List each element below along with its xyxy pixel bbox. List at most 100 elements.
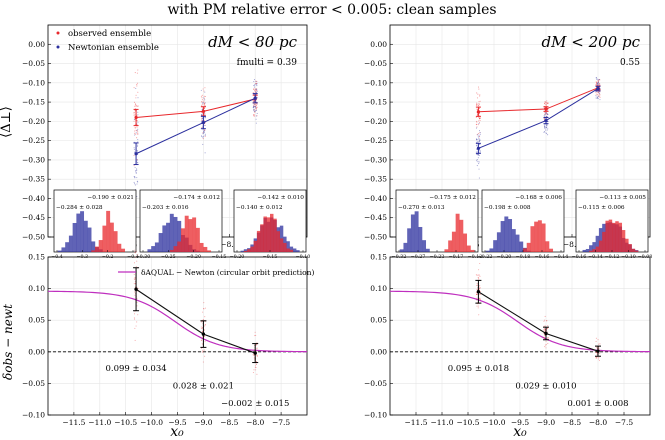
- ensemble-point: [133, 278, 136, 280]
- histogram-bar: [399, 249, 404, 252]
- ensemble-point: [543, 131, 545, 133]
- ensemble-point: [201, 339, 203, 341]
- ensemble-point: [543, 328, 545, 330]
- ensemble-point: [256, 355, 258, 358]
- ensemble-point: [477, 276, 479, 278]
- ensemble-point: [134, 170, 137, 172]
- ensemble-point: [544, 346, 546, 348]
- ensemble-point: [595, 77, 597, 79]
- ensemble-point: [134, 118, 136, 120]
- ensemble-point: [204, 321, 206, 323]
- ensemble-point: [201, 104, 203, 106]
- ensemble-point: [137, 114, 139, 116]
- ensemble-point: [134, 114, 136, 116]
- ensemble-point: [599, 79, 601, 81]
- ensemble-point: [134, 134, 136, 136]
- ensemble-point: [202, 88, 204, 90]
- ensemble-point: [545, 101, 547, 103]
- ensemble-point: [202, 132, 204, 134]
- ensemble-point: [478, 88, 480, 90]
- ensemble-point: [136, 83, 138, 86]
- ensemble-point: [136, 151, 138, 153]
- data-point: [134, 152, 138, 156]
- y-tick-label: −0.10: [364, 78, 387, 87]
- ensemble-point: [201, 127, 203, 129]
- ensemble-point: [203, 100, 205, 102]
- x-tick-label: −10.0: [483, 418, 506, 427]
- ensemble-point: [133, 291, 136, 293]
- y-tick-label: 0.15: [28, 253, 45, 262]
- x-axis-label-left: x₀: [170, 424, 184, 440]
- ensemble-point: [595, 91, 597, 93]
- ensemble-point: [133, 111, 135, 114]
- ensemble-point: [545, 112, 548, 114]
- ensemble-point: [256, 90, 258, 92]
- histogram-bar: [184, 215, 189, 252]
- ensemble-point: [133, 283, 135, 285]
- panel-top-left: −11.5−11.0−10.5−10.0−9.5−9.0−8.5−8.0−7.5…: [22, 24, 310, 260]
- ensemble-point: [201, 97, 203, 99]
- ensemble-point: [596, 96, 598, 98]
- ensemble-point: [137, 82, 139, 84]
- ensemble-point: [133, 273, 135, 276]
- histogram-bar: [121, 248, 126, 252]
- histogram-bar: [493, 240, 498, 252]
- ensemble-point: [547, 338, 549, 340]
- ensemble-point: [255, 82, 257, 84]
- ensemble-point: [596, 97, 598, 99]
- histogram-inset: −0.190 ± 0.021−0.284 ± 0.028−0.4 −0.3 −0.2…: [51, 189, 139, 260]
- ensemble-point: [253, 79, 255, 81]
- ensemble-point: [477, 93, 479, 95]
- ensemble-point: [477, 135, 479, 137]
- histogram-bar: [585, 248, 590, 252]
- histogram-bar: [181, 228, 185, 252]
- series-line-newtonian: [135, 97, 256, 155]
- ensemble-point: [256, 97, 258, 99]
- ensemble-point: [545, 111, 547, 113]
- ensemble-point: [599, 99, 601, 101]
- ensemble-point: [204, 95, 206, 98]
- histogram-bar: [496, 232, 501, 252]
- histogram-bar: [243, 249, 248, 252]
- ensemble-point: [546, 113, 548, 115]
- ensemble-point: [204, 99, 206, 101]
- ensemble-point: [479, 139, 481, 141]
- histogram-bar: [582, 249, 587, 252]
- ensemble-point: [546, 113, 548, 115]
- ensemble-point: [477, 305, 479, 307]
- x-tick-label: −8.5: [563, 240, 581, 249]
- histogram-bar: [98, 240, 103, 252]
- x-tick-label: −10.5: [114, 418, 137, 427]
- ensemble-point: [255, 88, 257, 90]
- y-tick-label: 0.00: [28, 347, 45, 356]
- ensemble-point: [596, 354, 598, 356]
- ensemble-point: [475, 104, 478, 106]
- histogram-bar: [598, 228, 603, 252]
- ensemble-point: [477, 133, 479, 135]
- ensemble-point: [544, 344, 546, 346]
- ensemble-point: [136, 120, 138, 122]
- ensemble-point: [204, 124, 206, 126]
- ensemble-point: [136, 180, 138, 182]
- ensemble-point: [597, 83, 599, 85]
- ensemble-point: [546, 116, 548, 118]
- ensemble-point: [201, 119, 203, 121]
- ensemble-point: [256, 89, 258, 92]
- ensemble-point: [253, 106, 255, 108]
- ensemble-point: [479, 151, 481, 153]
- ensemble-point: [544, 126, 546, 128]
- ensemble-point: [597, 98, 599, 100]
- ensemble-point: [203, 131, 205, 134]
- ensemble-point: [256, 347, 258, 349]
- data-point: [201, 332, 206, 336]
- ensemble-point: [479, 118, 481, 120]
- ensemble-point: [546, 124, 548, 126]
- ensemble-point: [200, 114, 203, 116]
- histogram-bar: [243, 250, 248, 252]
- ensemble-point: [477, 104, 479, 106]
- ensemble-point: [598, 79, 600, 81]
- y-tick-label: −0.20: [22, 117, 45, 126]
- ensemble-point: [134, 252, 137, 254]
- ensemble-point: [255, 89, 257, 91]
- ensemble-point: [479, 143, 481, 145]
